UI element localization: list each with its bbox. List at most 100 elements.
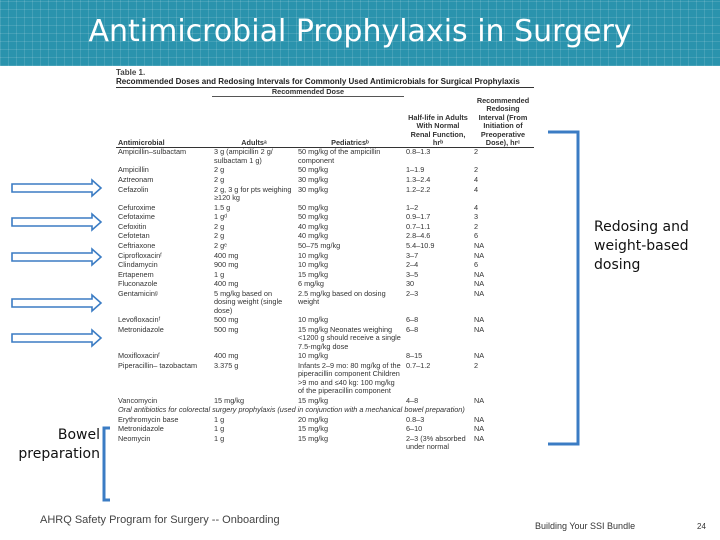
table-cell: 15 mg/kg	[298, 424, 329, 434]
table-cell: NA	[474, 395, 485, 405]
table-cell: Fluconazole	[118, 279, 158, 289]
table-cell: 2 g	[214, 174, 225, 184]
slide-title: Antimicrobial Prophylaxis in Surgery	[88, 14, 632, 49]
column-header: Pediatricsᵇ	[296, 96, 404, 149]
table: Recommended Dose Antimicrobial Adultsᵃ Ped…	[116, 87, 534, 453]
table-cell: 0.8–1.3	[406, 147, 431, 157]
table-cell: Erythromycin base	[118, 414, 179, 424]
table-cell: 2 gᵉ	[214, 240, 227, 250]
table-cell: 10 mg/kg	[298, 315, 329, 325]
table-cell: 4–8	[406, 395, 419, 405]
table-cell: 15 mg/kg	[298, 434, 329, 444]
group-header: Recommended Dose	[212, 87, 404, 98]
table-row: Aztreonam 2 g 30 mg/kg 1.3–2.4 4	[116, 174, 534, 186]
footer-program: AHRQ Safety Program for Surgery -- Onboa…	[40, 514, 280, 526]
table-cell: 0.7–1.2	[406, 360, 431, 370]
table-row: Metronidazole 1 g 15 mg/kg 6–10 NA	[116, 425, 534, 435]
table-cell: NA	[474, 414, 485, 424]
table-cell: 50 mg/kg	[298, 202, 329, 212]
table-cell: 2	[474, 165, 479, 175]
table-row: Piperacillin– tazobactam 3.375 g Infants 2…	[116, 360, 534, 397]
table-row: Ciprofloxacinᶠ 400 mg 10 mg/kg 3–7 NA	[116, 250, 534, 262]
table-cell: 1.3–2.4	[406, 174, 431, 184]
table-cell: 10 mg/kg	[298, 351, 329, 361]
table-cell: 400 mg	[214, 250, 239, 260]
table-row: Moxifloxacinᶠ 400 mg 10 mg/kg 8–15 NA	[116, 352, 534, 362]
table-row: Ampicillin 2 g 50 mg/kg 1–1.9 2	[116, 166, 534, 176]
table-cell: 1 g	[214, 434, 225, 444]
table-cell: 2	[474, 360, 479, 370]
table-cell: 1 gᵈ	[214, 212, 227, 222]
table-cell: 5 mg/kg based on dosing weight (single d…	[214, 288, 283, 315]
table-row: Fluconazole 400 mg 6 mg/kg 30 NA	[116, 280, 534, 290]
table-cell: Infants 2–9 mo: 80 mg/kg of the piperaci…	[298, 360, 401, 396]
table-row: Erythromycin base 1 g 20 mg/kg 0.8–3 NA	[116, 414, 534, 426]
table-cell: 3	[474, 212, 479, 222]
table-cell: 900 mg	[214, 260, 239, 270]
antimicrobial-table: Table 1. Recommended Doses and Redosing …	[116, 68, 534, 500]
table-row: Vancomycin 15 mg/kg 15 mg/kg 4–8 NA	[116, 395, 534, 407]
arrows	[11, 178, 103, 348]
table-cell: 15 mg/kg Neonates weighing <1200 g shoul…	[298, 324, 401, 351]
table-cell: Ceftriaxone	[118, 240, 156, 250]
table-cell: NA	[474, 240, 485, 250]
table-cell: NA	[474, 250, 485, 260]
column-header: Adultsᵃ	[212, 96, 296, 149]
table-cell: 1 g	[214, 269, 225, 279]
arrow	[11, 293, 103, 313]
table-cell: NA	[474, 288, 485, 298]
table-cell: 2.5 mg/kg based on dosing weight	[298, 288, 386, 307]
table-cell: 30 mg/kg	[298, 174, 329, 184]
table-cell: 4	[474, 202, 479, 212]
table-row: Metronidazole 500 mg 15 mg/kg Neonates wei…	[116, 324, 534, 352]
table-row: Ertapenem 1 g 15 mg/kg 3–5 NA	[116, 269, 534, 281]
table-cell: 1 g	[214, 414, 225, 424]
table-cell: NA	[474, 279, 485, 289]
table-cell: 2	[474, 221, 479, 231]
table-cell: 2–3	[406, 288, 419, 298]
table-cell: 30 mg/kg	[298, 184, 329, 194]
table-cell: 400 mg	[214, 279, 239, 289]
footer-module: Building Your SSI Bundle	[535, 521, 636, 531]
table-row: Cefuroxime 1.5 g 50 mg/kg 1–2 4	[116, 202, 534, 214]
table-cell: 3–7	[406, 250, 419, 260]
table-cell: 3 g (ampicillin 2 g/ sulbactam 1 g)	[214, 147, 273, 165]
table-cell: 20 mg/kg	[298, 414, 329, 424]
column-header: Half-life in Adults With Normal Renal Fu…	[404, 96, 472, 149]
table-cell: 15 mg/kg	[298, 269, 329, 279]
table-cell: Ampicillin–sulbactam	[118, 147, 187, 157]
section-note: Oral antibiotics for colorectal surgery …	[118, 405, 465, 415]
table-row: Ampicillin–sulbactam 3 g (ampicillin 2 g/…	[116, 148, 534, 167]
table-cell: Piperacillin– tazobactam	[118, 360, 198, 370]
table-cell: 400 mg	[214, 351, 239, 361]
table-cell: 1 g	[214, 424, 225, 434]
arrow	[11, 247, 103, 267]
table-cell: Aztreonam	[118, 174, 154, 184]
table-cell: Neomycin	[118, 434, 151, 444]
table-cell: Levofloxacinᶠ	[118, 315, 161, 325]
table-row: Cefoxitin 2 g 40 mg/kg 0.7–1.1 2	[116, 221, 534, 233]
table-title: Recommended Doses and Redosing Intervals…	[116, 77, 534, 88]
table-cell: NA	[474, 434, 485, 444]
table-cell: 500 mg	[214, 315, 239, 325]
page-number: 24	[697, 522, 706, 531]
table-cell: 10 mg/kg	[298, 250, 329, 260]
table-row: Levofloxacinᶠ 500 mg 10 mg/kg 6–8 NA	[116, 316, 534, 326]
table-cell: NA	[474, 269, 485, 279]
table-cell: 5.4–10.9	[406, 240, 435, 250]
table-cell: 6	[474, 260, 479, 270]
arrow	[11, 328, 103, 348]
table-cell: 6–8	[406, 315, 419, 325]
table-cell: 2 g	[214, 221, 225, 231]
table-cell: 10 mg/kg	[298, 260, 329, 270]
table-cell: NA	[474, 324, 485, 334]
table-cell: Metronidazole	[118, 324, 164, 334]
table-cell: 4	[474, 184, 479, 194]
table-cell: Ciprofloxacinᶠ	[118, 250, 162, 260]
table-cell: 2 g	[214, 231, 225, 241]
redosing-label: Redosing and weight-based dosing	[594, 219, 689, 273]
table-cell: 1.2–2.2	[406, 184, 431, 194]
table-cell: Ampicillin	[118, 165, 149, 175]
section-row: Oral antibiotics for colorectal surgery …	[116, 406, 534, 416]
